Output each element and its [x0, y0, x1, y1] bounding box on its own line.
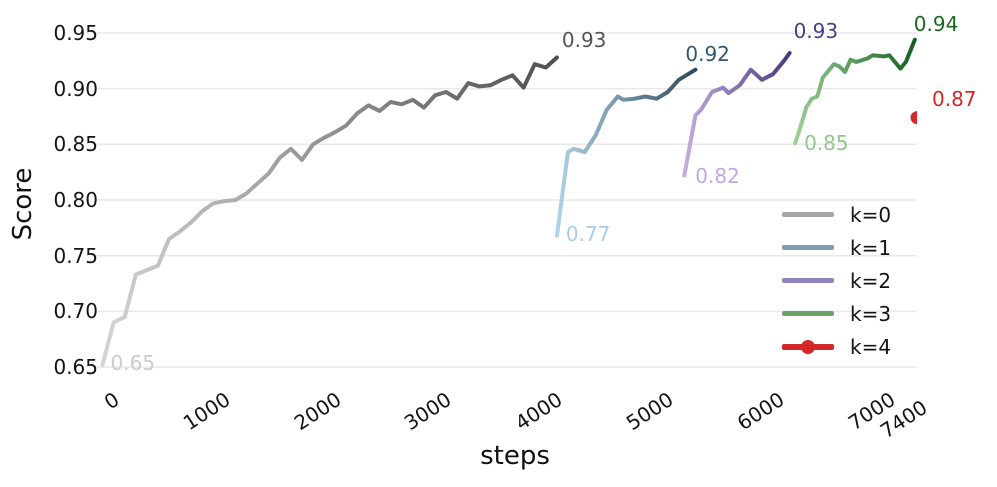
legend-line-swatch — [782, 212, 834, 217]
x-axis-title: steps — [480, 441, 550, 471]
legend-item-k0: k=0 — [782, 198, 891, 231]
y-tick-label: 0.75 — [53, 243, 98, 268]
series-line-k3 — [793, 37, 917, 146]
y-tick-label: 0.95 — [53, 21, 98, 45]
value-label: 0.93 — [561, 28, 607, 53]
series-line-k2 — [682, 51, 792, 178]
y-tick-label: 0.85 — [53, 132, 98, 157]
series-point-k4 — [910, 111, 917, 125]
legend-item-label: k=0 — [850, 202, 892, 227]
y-tick-label: 0.70 — [53, 299, 98, 324]
y-tick-label: 0.80 — [53, 188, 98, 212]
value-label: 0.94 — [913, 11, 959, 36]
legend: k=0 k=1 k=2 k=3 k=4 — [782, 198, 891, 363]
y-tick-label: 0.90 — [53, 76, 98, 101]
value-label: 0.65 — [110, 350, 156, 375]
legend-item-label: k=3 — [850, 301, 892, 326]
y-tick-label: 0.65 — [53, 355, 98, 379]
legend-item-k4: k=4 — [782, 330, 891, 363]
value-label: 0.82 — [695, 163, 740, 188]
legend-item-label: k=1 — [850, 235, 892, 260]
series-line-k1 — [554, 67, 698, 238]
series-line-k0 — [100, 55, 559, 367]
legend-line-swatch — [782, 245, 834, 250]
value-label: 0.85 — [804, 131, 849, 156]
legend-item-label: k=2 — [850, 268, 892, 293]
value-label: 0.77 — [565, 221, 611, 246]
legend-line-swatch — [782, 278, 834, 283]
legend-item-label: k=4 — [850, 334, 892, 359]
legend-item-k2: k=2 — [782, 264, 891, 297]
value-label: 0.93 — [793, 19, 839, 44]
legend-item-k3: k=3 — [782, 297, 891, 330]
value-label: 0.92 — [685, 41, 730, 66]
legend-line-swatch — [782, 311, 834, 316]
y-axis-title: Score — [8, 167, 38, 241]
legend-item-k1: k=1 — [782, 231, 891, 264]
legend-line-swatch — [782, 339, 834, 354]
value-label: 0.87 — [932, 86, 977, 111]
legend-dot-marker — [801, 339, 815, 354]
